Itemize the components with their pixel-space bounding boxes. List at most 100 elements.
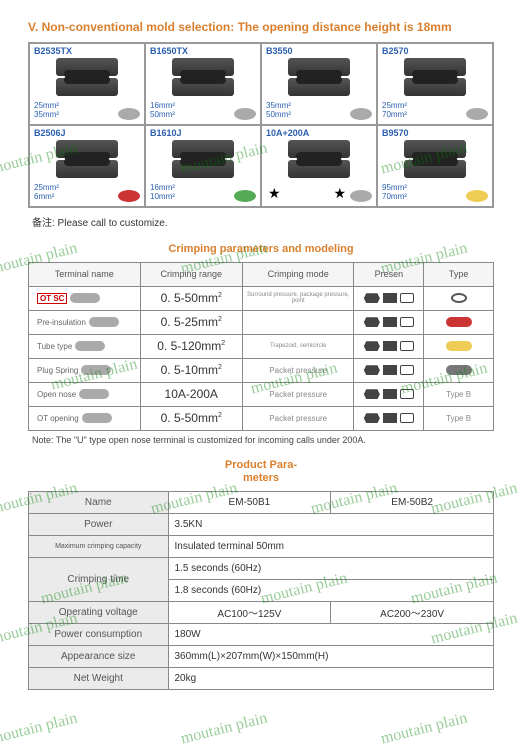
col-mode: Crimping mode [242, 262, 354, 286]
mold-sizes: 95mm²70mm² [382, 184, 407, 202]
col-terminal: Terminal name [29, 262, 141, 286]
type-shape-icon [446, 341, 472, 351]
presen-icon [364, 413, 380, 423]
terminal-label: Plug Spring [37, 366, 78, 375]
col-type: Type [424, 262, 494, 286]
terminal-label: Tube type [37, 342, 72, 351]
label-maxcap: Maximum crimping capacity [29, 536, 169, 558]
cell-range: 0. 5-10mm2 [140, 358, 242, 382]
presen-icon [400, 293, 414, 303]
crimping-footnote: Note: The "U" type open nose terminal is… [28, 435, 494, 445]
type-shape-icon [451, 293, 467, 303]
cell-terminal: Pre-insulation [29, 310, 141, 334]
val-maxcap: Insulated terminal 50mm [168, 536, 494, 558]
col-presen: Presen [354, 262, 424, 286]
mold-code: B2535TX [34, 46, 140, 56]
label-power: Power [29, 514, 169, 536]
type-shape-icon [446, 317, 472, 327]
cell-type [424, 310, 494, 334]
mold-grid: B2535TX 25mm²35mm² B1650TX 16mm²50mm² B3550 3… [28, 42, 494, 208]
die-icon [172, 58, 234, 96]
col-range: Crimping range [140, 262, 242, 286]
cell-terminal: OT opening [29, 406, 141, 430]
mold-sizes: 25mm²6mm² [34, 184, 59, 202]
terminal-shape-icon [89, 317, 119, 327]
mold-cell: B2506J 25mm²6mm² [30, 126, 146, 208]
val-name2: EM-50B2 [331, 492, 494, 514]
die-icon [56, 58, 118, 96]
cell-presen [354, 286, 424, 310]
val-asize: 360mm(L)×207mm(W)×150mm(H) [168, 646, 494, 668]
mold-code: B2570 [382, 46, 488, 56]
val-power: 3.5KN [168, 514, 494, 536]
terminal-shape-icon [75, 341, 105, 351]
watermark: moutain plain [0, 710, 79, 749]
presen-icon [400, 389, 414, 399]
cell-presen [354, 406, 424, 430]
cell-terminal: Plug Spring [29, 358, 141, 382]
val-nweight: 20kg [168, 668, 494, 690]
cell-terminal: Open nose [29, 382, 141, 406]
label-nweight: Net Weight [29, 668, 169, 690]
presen-icon [400, 413, 414, 423]
mold-code: B2506J [34, 128, 140, 138]
val-ovolt2: AC200～230V [331, 602, 494, 624]
crimping-row: OT opening0. 5-50mm2Packet pressureType … [29, 406, 494, 430]
val-name1: EM-50B1 [168, 492, 331, 514]
presen-icon [364, 341, 380, 351]
val-pcons: 180W [168, 624, 494, 646]
terminal-icon [234, 108, 256, 120]
label-name: Name [29, 492, 169, 514]
crimping-header-row: Terminal name Crimping range Crimping mo… [29, 262, 494, 286]
mold-sizes: 16mm²50mm² [150, 102, 175, 120]
crimping-row: OT SC0. 5-50mm2Surround pressure, packag… [29, 286, 494, 310]
label-ctime: Crimping time [29, 558, 169, 602]
type-shape-icon [446, 365, 472, 375]
crimping-row: Pre-insulation 0. 5-25mm2 [29, 310, 494, 334]
cell-presen [354, 310, 424, 334]
cell-mode: Packet pressure [242, 406, 354, 430]
presen-icon [364, 389, 380, 399]
mold-sizes: 16mm²10mm² [150, 184, 175, 202]
mold-sizes: 25mm²35mm² [34, 102, 59, 120]
terminal-icon [466, 190, 488, 202]
star-icon: ★ [268, 185, 281, 202]
mold-sizes: 35mm²50mm² [266, 102, 291, 120]
die-icon [288, 58, 350, 96]
cell-range: 0. 5-50mm2 [140, 286, 242, 310]
cell-mode: Packet pressure [242, 358, 354, 382]
cell-type [424, 358, 494, 382]
presen-icon [400, 365, 414, 375]
cell-presen [354, 334, 424, 358]
mold-code: B1650TX [150, 46, 256, 56]
terminal-icon [466, 108, 488, 120]
presen-icon [383, 365, 397, 375]
crimping-table: Terminal name Crimping range Crimping mo… [28, 262, 494, 431]
mold-code: B1610J [150, 128, 256, 138]
terminal-icon [234, 190, 256, 202]
watermark: moutain plain [179, 710, 269, 749]
crimping-row: Plug Spring 0. 5-10mm2Packet pressure [29, 358, 494, 382]
crimping-row: Tube type0. 5-120mm2Trapezoid, semicircl… [29, 334, 494, 358]
presen-icon [364, 317, 380, 327]
terminal-label: Pre-insulation [37, 318, 86, 327]
cell-presen [354, 382, 424, 406]
mold-cell: B1650TX 16mm²50mm² [146, 44, 262, 126]
star-icon: ★ [333, 185, 346, 202]
cell-range: 0. 5-25mm2 [140, 310, 242, 334]
presen-icon [400, 341, 414, 351]
mold-code: B3550 [266, 46, 372, 56]
cell-presen [354, 358, 424, 382]
terminal-label: Open nose [37, 390, 76, 399]
die-icon [404, 58, 466, 96]
params-table: Name EM-50B1 EM-50B2 Power 3.5KN Maximum… [28, 491, 494, 690]
presen-icon [400, 317, 414, 327]
mold-cell: 10A+200A★★ [262, 126, 378, 208]
cell-terminal: OT SC [29, 286, 141, 310]
presen-icon [383, 389, 397, 399]
presen-icon [364, 365, 380, 375]
cell-mode [242, 310, 354, 334]
watermark: moutain plain [379, 710, 469, 749]
die-icon [288, 140, 350, 178]
terminal-icon [350, 190, 372, 202]
